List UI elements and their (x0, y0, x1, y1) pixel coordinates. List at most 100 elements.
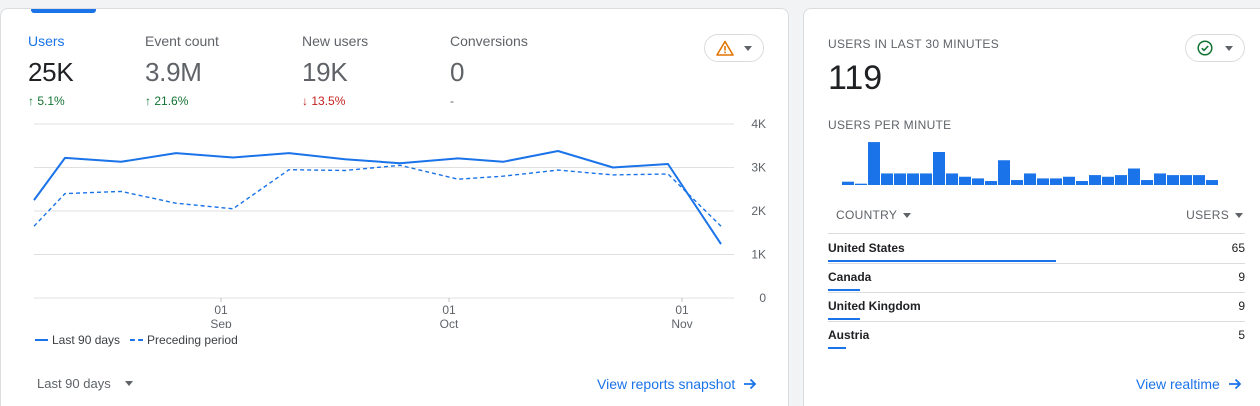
realtime-heading: USERS IN LAST 30 MINUTES (828, 37, 1000, 51)
series-line-previous (33, 164, 722, 227)
active-tab-indicator (31, 9, 96, 13)
minute-bar (1024, 173, 1036, 185)
minute-bar (1141, 180, 1153, 185)
metric-label: Users (28, 33, 65, 49)
minute-bar (1115, 175, 1127, 185)
arrow-up-icon: ↑ (28, 94, 34, 108)
sort-caret-icon (903, 212, 912, 218)
legend-item-current: Last 90 days (35, 333, 120, 347)
y-tick-label: 0 (759, 291, 766, 305)
realtime-card: USERS IN LAST 30 MINUTES 119 USERS PER M… (803, 8, 1260, 406)
minute-bar (998, 160, 1010, 185)
share-bar (828, 260, 1056, 262)
check-circle-icon (1197, 40, 1213, 56)
metric-change: - (450, 94, 454, 108)
share-bar (828, 318, 860, 320)
x-tick-day: 01 (214, 303, 228, 317)
y-tick-label: 3K (751, 161, 766, 175)
x-tick-day: 01 (442, 303, 456, 317)
series-line-current (33, 150, 722, 245)
minute-bar (1128, 168, 1140, 185)
warning-triangle-icon (715, 40, 734, 56)
minute-bar (1089, 175, 1101, 185)
country-row: Canada 9 (828, 265, 1245, 294)
minute-bar (946, 173, 958, 185)
minute-bar (1011, 180, 1023, 185)
table-divider (828, 263, 1245, 264)
minute-bar (881, 173, 893, 185)
metric-label: Conversions (450, 33, 528, 49)
minute-bar (972, 178, 984, 185)
column-header-users[interactable]: USERS (1186, 208, 1243, 222)
share-bar (828, 289, 860, 291)
minute-bar (920, 173, 932, 185)
country-row: United Kingdom 9 (828, 294, 1245, 323)
x-tick-month: Nov (671, 317, 692, 328)
metric-label: New users (302, 33, 369, 49)
minute-bar (1037, 178, 1049, 185)
column-header-country[interactable]: COUNTRY (836, 208, 912, 222)
date-range-dropdown[interactable]: Last 90 days (37, 376, 133, 391)
legend-swatch-solid (35, 339, 48, 341)
minute-bar (1180, 175, 1192, 185)
arrow-down-icon: ↓ (302, 94, 308, 108)
chart-legend: Last 90 days Preceding period (35, 333, 248, 347)
minute-bar (842, 181, 854, 185)
users-per-minute-chart (842, 142, 1218, 185)
table-divider (828, 321, 1245, 322)
metric-change: ↑ 21.6% (145, 94, 189, 108)
date-range-label: Last 90 days (37, 376, 111, 391)
metric-tab-conversions[interactable]: Conversions 0 - (450, 33, 528, 108)
y-tick-label: 2K (751, 204, 766, 218)
minute-bar (868, 142, 880, 185)
arrow-right-icon (1228, 378, 1242, 390)
minute-bar (1063, 176, 1075, 185)
x-tick-month: Sep (210, 317, 232, 328)
minute-bar (1206, 180, 1218, 185)
table-divider (828, 233, 1245, 234)
minute-bar (1167, 175, 1179, 185)
chevron-down-icon (124, 381, 133, 386)
view-reports-snapshot-link[interactable]: View reports snapshot (597, 376, 757, 392)
y-tick-label: 4K (751, 117, 766, 131)
minute-bar (1154, 173, 1166, 185)
y-tick-label: 1K (751, 248, 766, 262)
metric-label: Event count (145, 33, 219, 49)
x-tick-day: 01 (675, 303, 689, 317)
x-tick-month: Oct (440, 317, 459, 328)
metric-value: 3.9M (145, 57, 202, 87)
metric-change: ↑ 5.1% (28, 94, 65, 108)
minute-bar (1102, 176, 1114, 185)
table-divider (828, 292, 1245, 293)
chevron-down-icon (744, 45, 753, 51)
metric-tab-users[interactable]: Users 25K ↑ 5.1% (28, 33, 74, 108)
metric-tab-event-count[interactable]: Event count 3.9M ↑ 21.6% (145, 33, 219, 108)
metric-value: 25K (28, 57, 74, 87)
minute-bar (959, 176, 971, 185)
metric-value: 19K (302, 57, 348, 87)
users-per-minute-heading: USERS PER MINUTE (828, 118, 952, 132)
realtime-users-value: 119 (828, 59, 883, 97)
view-realtime-link[interactable]: View realtime (1136, 376, 1242, 392)
metric-tab-new-users[interactable]: New users 19K ↓ 13.5% (302, 33, 368, 108)
legend-swatch-dashed (130, 339, 144, 341)
minute-bar (855, 183, 867, 185)
minute-bar (907, 173, 919, 185)
arrow-right-icon (744, 378, 757, 390)
metric-value: 0 (450, 57, 465, 87)
legend-item-previous: Preceding period (130, 333, 238, 347)
insights-alert-button[interactable] (704, 34, 764, 62)
sort-caret-icon (1235, 212, 1243, 218)
minute-bar (933, 152, 945, 185)
chevron-down-icon (1224, 45, 1233, 51)
minute-bar (894, 173, 906, 185)
minute-bar (1050, 178, 1062, 185)
minute-bar (985, 181, 997, 185)
minute-bar (1076, 181, 1088, 185)
realtime-status-button[interactable] (1185, 34, 1245, 62)
reports-overview-card: Users 25K ↑ 5.1% Event count 3.9M ↑ 21.6… (0, 8, 789, 406)
arrow-up-icon: ↑ (145, 94, 151, 108)
minute-bar (1193, 175, 1205, 185)
share-bar (828, 347, 846, 349)
